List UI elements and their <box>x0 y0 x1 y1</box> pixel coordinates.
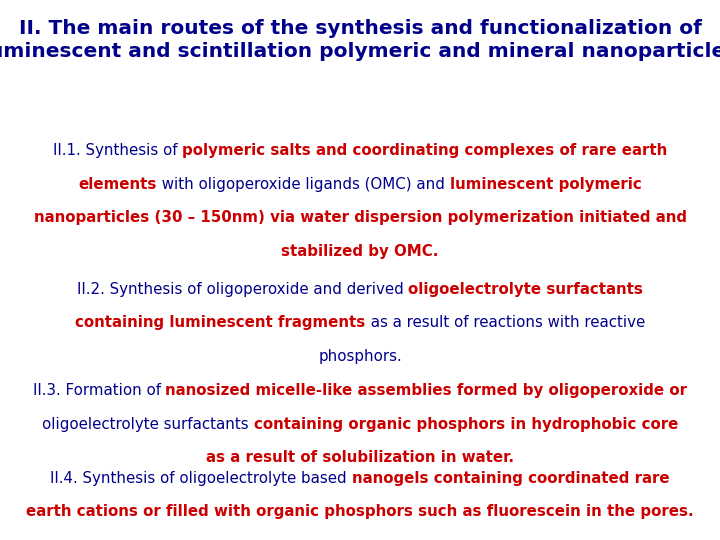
Text: luminescent polymeric: luminescent polymeric <box>449 177 642 192</box>
Text: II.2. Synthesis of oligoperoxide and derived: II.2. Synthesis of oligoperoxide and der… <box>77 282 408 297</box>
Text: II.1. Synthesis of: II.1. Synthesis of <box>53 143 182 158</box>
Text: containing organic phosphors in hydrophobic core: containing organic phosphors in hydropho… <box>253 417 678 432</box>
Text: stabilized by OMC.: stabilized by OMC. <box>282 244 438 259</box>
Text: as a result of solubilization in water.: as a result of solubilization in water. <box>206 450 514 465</box>
Text: II.3. Formation of: II.3. Formation of <box>32 383 166 399</box>
Text: with oligoperoxide ligands (OMC) and: with oligoperoxide ligands (OMC) and <box>157 177 449 192</box>
Text: nanoparticles (30 – 150nm) via water dispersion polymerization initiated and: nanoparticles (30 – 150nm) via water dis… <box>34 210 686 225</box>
Text: oligoelectrolyte surfactants: oligoelectrolyte surfactants <box>42 417 253 432</box>
Text: II. The main routes of the synthesis and functionalization of
luminescent and sc: II. The main routes of the synthesis and… <box>0 19 720 62</box>
Text: nanogels containing coordinated rare: nanogels containing coordinated rare <box>352 471 670 486</box>
Text: nanosized micelle-like assemblies formed by oligoperoxide or: nanosized micelle-like assemblies formed… <box>166 383 688 399</box>
Text: II.4. Synthesis of oligoelectrolyte based: II.4. Synthesis of oligoelectrolyte base… <box>50 471 352 486</box>
Text: polymeric salts and coordinating complexes of rare earth: polymeric salts and coordinating complex… <box>182 143 667 158</box>
Text: phosphors.: phosphors. <box>318 349 402 364</box>
Text: as a result of reactions with reactive: as a result of reactions with reactive <box>366 315 644 330</box>
Text: earth cations or filled with organic phosphors such as fluorescein in the pores.: earth cations or filled with organic pho… <box>26 504 694 519</box>
Text: containing luminescent fragments: containing luminescent fragments <box>76 315 366 330</box>
Text: elements: elements <box>78 177 157 192</box>
Text: oligoelectrolyte surfactants: oligoelectrolyte surfactants <box>408 282 643 297</box>
